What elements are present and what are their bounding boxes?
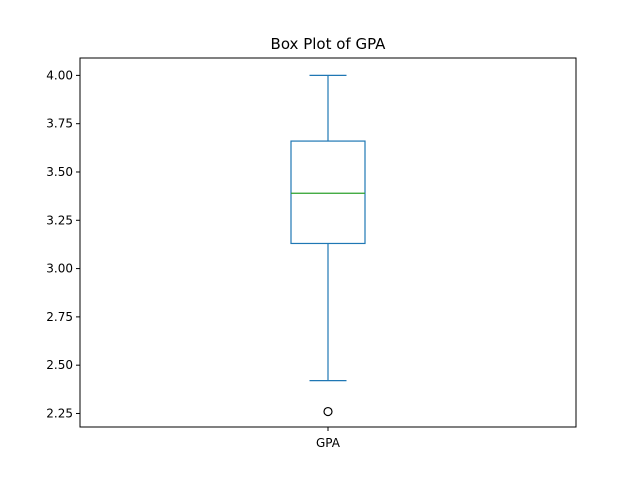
box-group (290, 74, 366, 417)
y-tick-label: 4.00 (46, 68, 73, 82)
y-tick-label: 2.75 (46, 310, 73, 324)
y-tick-label: 3.25 (46, 213, 73, 227)
x-tick-label: GPA (316, 436, 341, 450)
chart-title: Box Plot of GPA (271, 35, 387, 53)
y-tick-label: 2.50 (46, 358, 73, 372)
outlier-point (323, 406, 333, 417)
box-series (290, 74, 366, 417)
x-axis: GPA (316, 427, 341, 450)
y-axis: 2.25 2.50 2.75 3.00 3.25 3.50 3.75 4.00 (46, 68, 80, 420)
interquartile-box (290, 140, 366, 245)
y-tick-label: 3.75 (46, 117, 73, 131)
y-tick-label: 2.25 (46, 406, 73, 420)
y-tick-label: 3.50 (46, 165, 73, 179)
y-tick-label: 3.00 (46, 262, 73, 276)
